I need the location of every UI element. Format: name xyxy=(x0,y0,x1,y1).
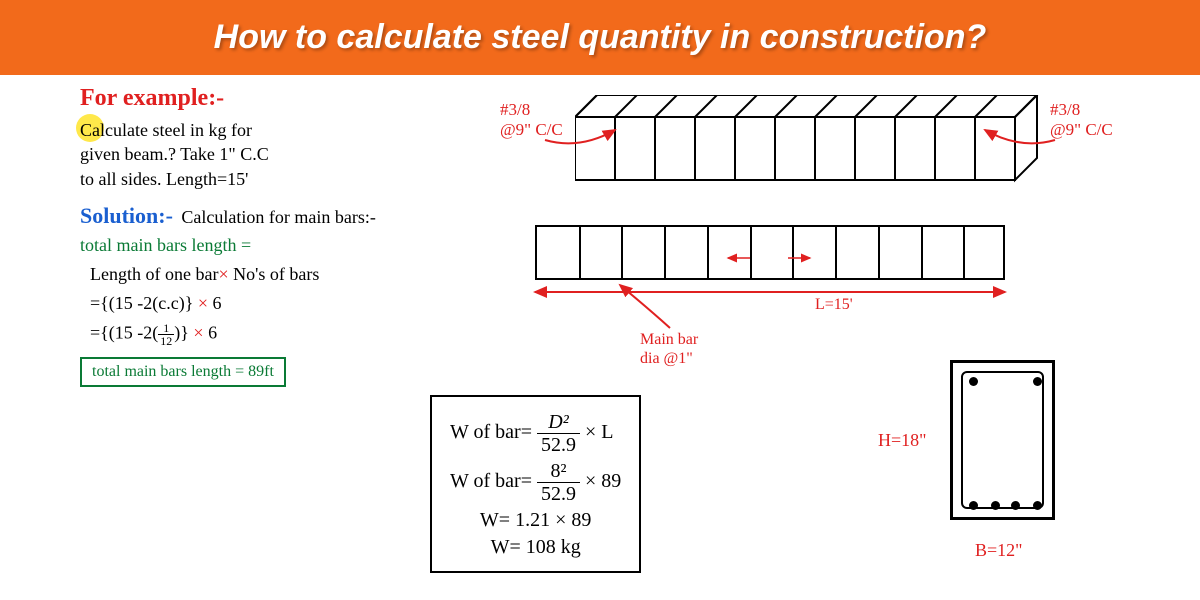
st-left-1: #3/8 xyxy=(500,100,530,119)
st-left-2: @9" C/C xyxy=(500,120,563,139)
dim-L-label: L=15' xyxy=(815,296,853,314)
calc-line-3: ={(15 -2(112)} × 6 xyxy=(90,322,1150,347)
mult-x-2: × xyxy=(198,293,208,313)
calc-3a: ={(15 -2( xyxy=(90,323,158,343)
dim-B-label: B=12" xyxy=(975,540,1023,561)
calc-subtitle: Calculation for main bars:- xyxy=(181,207,375,227)
calc-2b: 6 xyxy=(208,293,222,313)
w2d: 52.9 xyxy=(537,483,580,505)
st-right-2: @9" C/C xyxy=(1050,120,1113,139)
result-value: 89ft xyxy=(244,363,274,380)
mult-x-1: × xyxy=(218,264,228,284)
w1d: 52.9 xyxy=(537,434,580,456)
w2b: × 89 xyxy=(580,470,621,492)
result-box: total main bars length = 89ft xyxy=(80,357,286,387)
problem-line-3: to all sides. Length=15' xyxy=(80,169,248,189)
stirrup-label-left: #3/8 @9" C/C xyxy=(500,100,563,141)
dim-H-label: H=18" xyxy=(878,430,927,451)
w2a: W of bar= xyxy=(450,470,537,492)
beam-2d-diagram xyxy=(535,225,1005,280)
calc-2a: ={(15 -2(c.c)} xyxy=(90,293,198,313)
cross-section xyxy=(950,360,1055,520)
calc-line-2: ={(15 -2(c.c)} × 6 xyxy=(90,293,1150,314)
frac-1-12: 112 xyxy=(158,322,174,347)
weight-formula-box: W of bar= D²52.9 × L W of bar= 8²52.9 × … xyxy=(430,395,641,573)
w-line-3: W= 1.21 × 89 xyxy=(450,509,621,532)
calc-1b: No's of bars xyxy=(229,264,320,284)
w1n: D² xyxy=(537,411,580,434)
solution-heading: Solution:- xyxy=(80,203,173,228)
w-line-1: W of bar= D²52.9 × L xyxy=(450,411,621,456)
stirrup-outline xyxy=(961,371,1044,509)
page-title: How to calculate steel quantity in const… xyxy=(0,18,1200,57)
calc-3c: 6 xyxy=(204,323,218,343)
mb-1: Main bar xyxy=(640,331,698,348)
beam-3d-diagram xyxy=(575,95,1055,200)
w2n: 8² xyxy=(537,460,580,483)
calc-3b: )} xyxy=(174,323,193,343)
mult-x-3: × xyxy=(193,323,203,343)
frac-d: 12 xyxy=(158,335,174,347)
w1a: W of bar= xyxy=(450,421,537,443)
w-line-2: W of bar= 8²52.9 × 89 xyxy=(450,460,621,505)
calc-1a: Length of one bar xyxy=(90,264,218,284)
main-bar-label: Main bar dia @1" xyxy=(640,330,698,368)
result-label: total main bars length = xyxy=(92,363,244,380)
problem-line-1: Calculate steel in kg for xyxy=(80,120,252,140)
mb-2: dia @1" xyxy=(640,350,693,367)
stirrup-label-right: #3/8 @9" C/C xyxy=(1050,100,1113,141)
problem-line-2: given beam.? Take 1" C.C xyxy=(80,144,269,164)
w1-frac: D²52.9 xyxy=(537,411,580,456)
frac-n: 1 xyxy=(158,322,174,335)
w-line-4: W= 108 kg xyxy=(450,536,621,559)
w1b: × L xyxy=(580,421,614,443)
title-banner: How to calculate steel quantity in const… xyxy=(0,0,1200,75)
w2-frac: 8²52.9 xyxy=(537,460,580,505)
